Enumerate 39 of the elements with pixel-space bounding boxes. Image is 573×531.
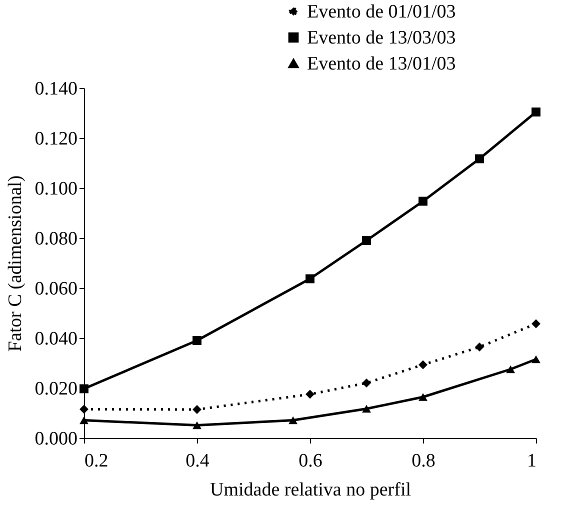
x-tick-label: 0.8 [412,450,436,472]
point [362,236,371,245]
y-tick-label: 0.120 [34,128,78,150]
point [306,274,314,284]
point [362,378,371,388]
point [418,196,428,206]
y-axis-title: Fator C (adimensional) [4,175,26,352]
x-tick-label: 0.4 [186,450,210,472]
y-tick-label: 0.100 [34,178,78,200]
point [532,319,540,328]
point [506,365,516,374]
point [192,421,202,430]
x-axis-title: Umidade relativa no perfil [210,480,412,500]
point [80,404,88,414]
point [80,384,88,394]
point [532,108,540,116]
x-tick-label: 0.2 [84,450,108,472]
y-tick-label: 0.080 [34,228,78,250]
legend-label: Evento de 01/01/03 [307,2,456,22]
point [475,154,484,164]
y-tick-label: 0.140 [34,78,78,100]
point [532,355,540,364]
point [306,390,314,399]
point [192,405,202,414]
x-tick-label: 0.6 [298,450,322,472]
point [192,336,202,345]
point [418,360,428,370]
point [80,416,88,424]
y-tick-label: 0.020 [34,378,78,400]
legend-label: Evento de 13/03/03 [307,28,456,48]
point [418,393,428,401]
point [288,416,298,424]
point [362,404,371,413]
x-tick-label: 1 [527,450,536,472]
y-tick-label: 0.040 [34,328,78,350]
y-tick-label: 0.060 [34,278,78,300]
y-tick-label: 0.000 [34,428,78,450]
point [475,342,484,352]
legend-label: Evento de 13/01/03 [307,54,456,74]
